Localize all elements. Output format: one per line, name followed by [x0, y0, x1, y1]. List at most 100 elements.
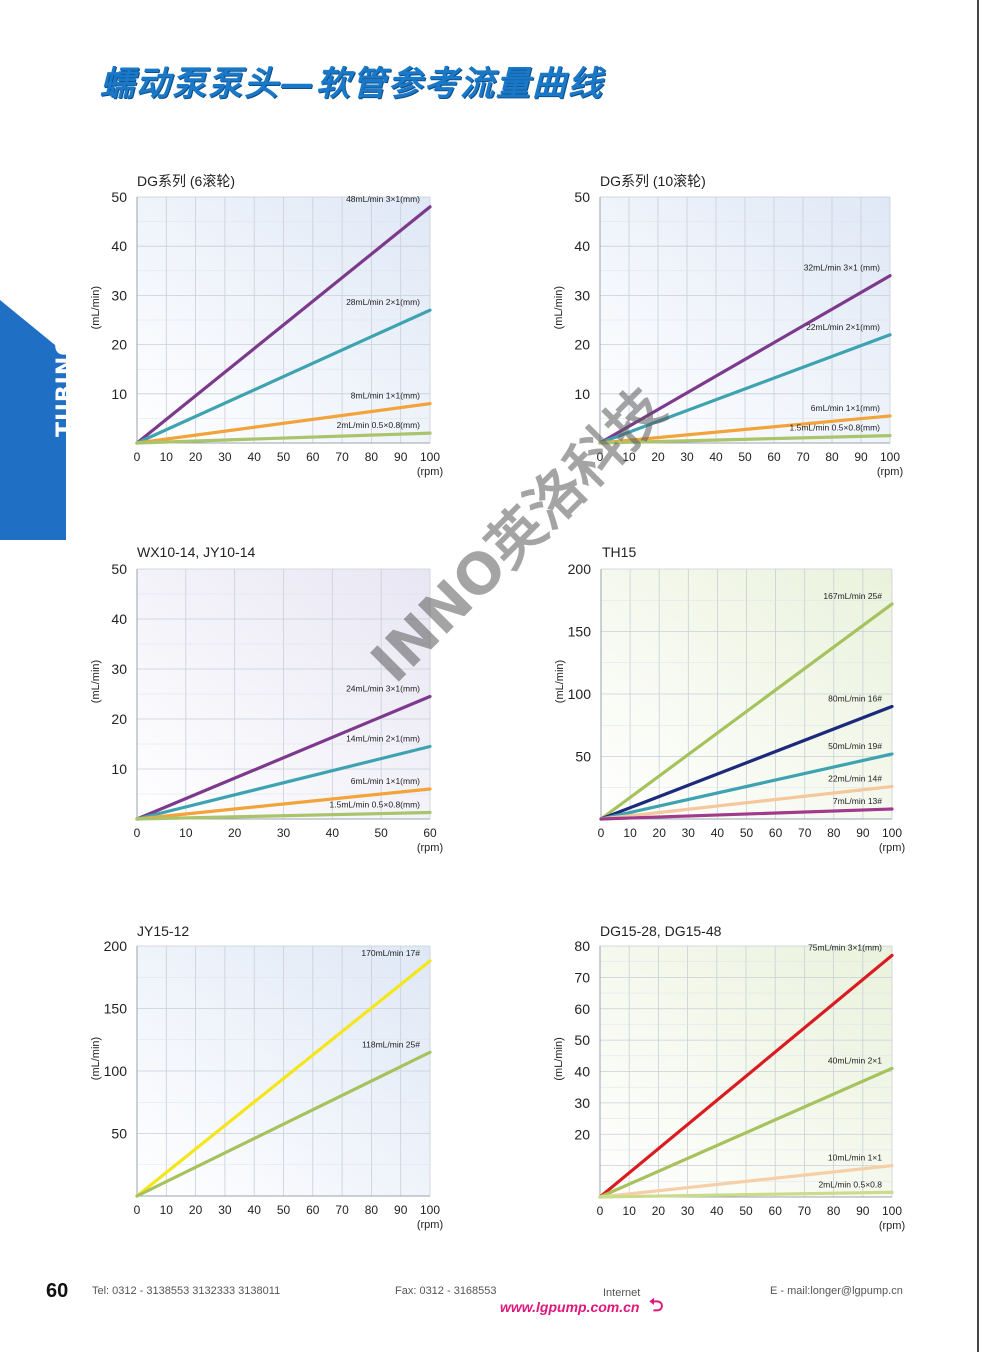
footer-url[interactable]: www.lgpump.com.cn — [500, 1299, 640, 1315]
x-tick-label: 0 — [597, 450, 604, 464]
y-tick-label: 50 — [111, 1126, 127, 1142]
y-tick-label: 50 — [111, 561, 127, 577]
x-axis-label: (rpm) — [417, 842, 443, 854]
x-tick-label: 20 — [228, 826, 242, 840]
series-line-1 — [135, 959, 432, 1198]
series-line-1 — [599, 602, 894, 821]
x-tick-label: 10 — [160, 1203, 174, 1217]
x-tick-label: 100 — [880, 450, 900, 464]
footer-email[interactable]: E - mail:longer@lgpump.cn — [770, 1285, 903, 1297]
series-line-1 — [135, 205, 432, 445]
x-tick-label: 80 — [827, 1204, 841, 1218]
series-label: 24mL/min 3×1(mm) — [346, 684, 420, 694]
x-tick-label: 30 — [218, 1203, 232, 1217]
chart-title-th15: TH15 — [602, 544, 637, 560]
series-line-2 — [135, 1050, 432, 1198]
x-tick-label: 50 — [277, 1203, 291, 1217]
y-axis-label: (mL/min) — [553, 1037, 565, 1080]
y-tick-label: 20 — [574, 1126, 590, 1142]
x-axis-label: (rpm) — [417, 1219, 443, 1231]
x-tick-label: 90 — [854, 450, 868, 464]
x-tick-label: 40 — [710, 1204, 724, 1218]
series-label: 28mL/min 2×1(mm) — [346, 297, 420, 307]
series-line-3 — [598, 414, 892, 445]
chart-title-jy15: JY15-12 — [137, 923, 190, 939]
x-tick-label: 40 — [711, 826, 725, 840]
y-axis-label: (mL/min) — [553, 286, 565, 329]
x-tick-label: 10 — [623, 826, 637, 840]
x-tick-label: 100 — [420, 1203, 440, 1217]
x-tick-label: 40 — [248, 1203, 262, 1217]
series-line-2 — [599, 704, 894, 821]
x-tick-label: 60 — [306, 1203, 320, 1217]
series-label: 22mL/min 14# — [828, 774, 882, 784]
x-tick-label: 90 — [856, 826, 870, 840]
series-label: 22mL/min 2×1(mm) — [806, 322, 880, 332]
y-tick-label: 40 — [111, 611, 127, 627]
x-axis-label: (rpm) — [879, 1220, 905, 1232]
x-tick-label: 20 — [189, 450, 203, 464]
chart-title-wx: WX10-14, JY10-14 — [137, 544, 256, 560]
series-label: 7mL/min 13# — [833, 796, 882, 806]
x-axis-label: (rpm) — [879, 842, 905, 854]
x-tick-label: 30 — [680, 450, 694, 464]
y-tick-label: 20 — [574, 337, 590, 353]
series-line-4 — [599, 784, 894, 821]
x-tick-label: 80 — [825, 450, 839, 464]
y-tick-label: 50 — [574, 1032, 590, 1048]
y-tick-label: 80 — [574, 938, 590, 954]
x-tick-label: 90 — [856, 1204, 870, 1218]
y-tick-label: 50 — [111, 189, 127, 205]
series-line-4 — [598, 434, 892, 445]
y-tick-label: 30 — [574, 287, 590, 303]
x-tick-label: 20 — [653, 826, 667, 840]
x-tick-label: 40 — [709, 450, 723, 464]
x-tick-label: 0 — [598, 826, 605, 840]
x-tick-label: 90 — [394, 450, 408, 464]
x-axis-label: (rpm) — [877, 466, 903, 478]
series-line-3 — [599, 752, 894, 821]
series-line-1 — [598, 953, 894, 1199]
x-tick-label: 20 — [652, 1204, 666, 1218]
x-tick-label: 70 — [798, 1204, 812, 1218]
y-tick-label: 50 — [574, 189, 590, 205]
x-tick-label: 30 — [682, 826, 696, 840]
x-tick-label: 70 — [335, 1203, 349, 1217]
footer-internet-label: Internet — [603, 1287, 641, 1299]
x-tick-label: 10 — [160, 450, 174, 464]
chart-title-dg6: DG系列 (6滚轮) — [137, 173, 235, 189]
series-line-3 — [135, 787, 432, 821]
series-label: 2mL/min 0.5×0.8(mm) — [337, 420, 421, 430]
series-label: 170mL/min 17# — [361, 948, 420, 958]
series-label: 2mL/min 0.5×0.8 — [818, 1179, 882, 1189]
y-tick-label: 150 — [104, 1001, 128, 1017]
y-tick-label: 70 — [574, 969, 590, 985]
y-tick-label: 20 — [111, 337, 127, 353]
page-number: 60 — [46, 1280, 69, 1302]
y-tick-label: 30 — [111, 287, 127, 303]
chart-dg10: 0 10 20 30 40 50 60 70 80 90 100 10 20 30 40 50 (rpm) (mL… — [553, 189, 903, 478]
series-line-4 — [598, 1190, 894, 1199]
x-tick-label: 10 — [179, 826, 193, 840]
footer-fax: Fax: 0312 - 3168553 — [395, 1285, 497, 1297]
series-label: 1.5mL/min 0.5×0.8(mm) — [330, 800, 421, 810]
x-tick-label: 0 — [134, 450, 141, 464]
x-tick-label: 70 — [796, 450, 810, 464]
y-axis-label: (mL/min) — [90, 286, 102, 329]
y-tick-label: 30 — [574, 1095, 590, 1111]
chart-title-dg15: DG15-28, DG15-48 — [600, 923, 722, 939]
series-label: 80mL/min 16# — [828, 694, 882, 704]
y-axis-label: (mL/min) — [90, 660, 102, 703]
series-label: 118mL/min 25# — [362, 1039, 420, 1049]
series-label: 14mL/min 2×1(mm) — [346, 734, 420, 744]
x-tick-label: 50 — [277, 450, 291, 464]
x-tick-label: 60 — [769, 826, 783, 840]
y-axis-label: (mL/min) — [554, 660, 566, 703]
series-label: 50mL/min 19# — [828, 741, 882, 751]
x-tick-label: 90 — [394, 1203, 408, 1217]
x-tick-label: 20 — [651, 450, 665, 464]
series-label: 6mL/min 1×1(mm) — [811, 403, 880, 413]
side-tab-label: TUBING — [53, 336, 78, 437]
y-tick-label: 10 — [574, 386, 590, 402]
series-line-4 — [135, 810, 432, 821]
